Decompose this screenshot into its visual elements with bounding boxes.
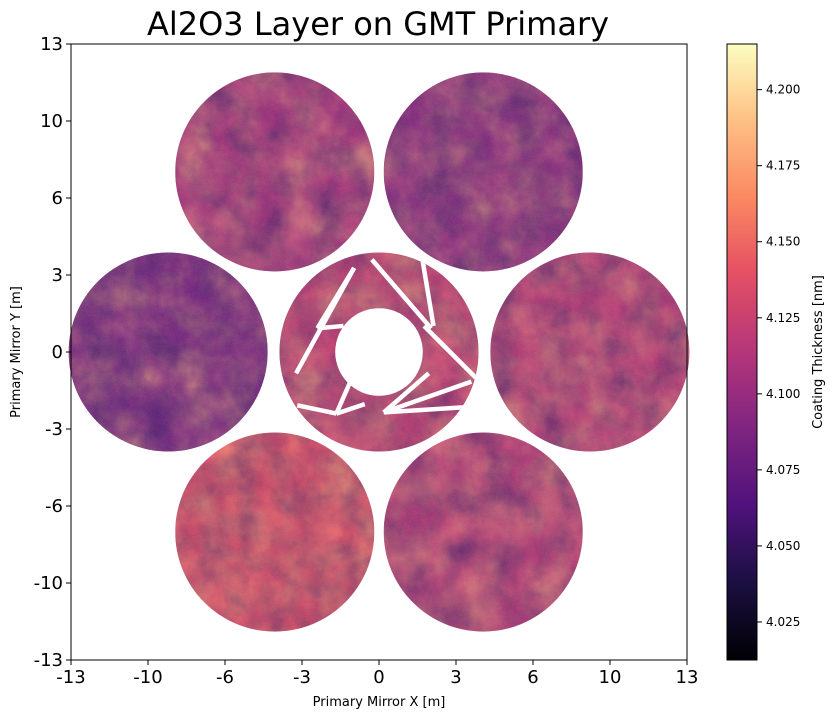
y-axis-ticks: -13 -10 -6 -3 0 3 6 10 13	[34, 34, 71, 671]
y-tick-label: 0	[52, 342, 63, 363]
x-tick-label: 13	[676, 667, 699, 688]
colorbar-tick-label: 4.125	[766, 311, 800, 325]
segment-S6	[175, 72, 375, 272]
segment-S7	[383, 72, 583, 272]
x-tick-label: 0	[373, 667, 384, 688]
spider-gap	[419, 254, 436, 327]
y-tick-label: -3	[45, 419, 63, 440]
y-tick-label: 10	[40, 111, 63, 132]
y-tick-label: -10	[34, 573, 63, 594]
x-tick-label: -3	[293, 667, 311, 688]
spider-gap	[317, 323, 344, 331]
colorbar-tick-label: 4.200	[766, 83, 800, 97]
x-tick-label: -10	[133, 667, 162, 688]
colorbar-tick-label: 4.025	[766, 615, 800, 629]
segment-S4	[68, 252, 268, 452]
spider-gap	[382, 379, 473, 415]
x-tick-label: -6	[216, 667, 234, 688]
x-axis-label: Primary Mirror X [m]	[313, 695, 446, 710]
x-axis-ticks: -13 -10 -6 -3 0 3 6 10 13	[56, 660, 698, 688]
segment-S2	[175, 432, 375, 632]
y-axis-label: Primary Mirror Y [m]	[9, 286, 24, 418]
y-tick-label: 3	[52, 265, 63, 286]
spider-gap	[315, 266, 357, 330]
x-tick-label: 6	[527, 667, 538, 688]
spider-gap	[334, 374, 355, 415]
spider-gap	[422, 324, 479, 383]
colorbar-gradient	[726, 43, 758, 661]
x-tick-label: 10	[599, 667, 622, 688]
segment-S1	[279, 252, 479, 452]
segment-S3	[383, 432, 583, 632]
colorbar-tick-label: 4.175	[766, 159, 800, 173]
colorbar-label: Coating Thickness [nm]	[811, 275, 826, 429]
colorbar-tick-label: 4.100	[766, 387, 800, 401]
plot-area	[68, 72, 690, 632]
colorbar-ticks: 4.025 4.050 4.075 4.100 4.125 4.150 4.175 4.200	[757, 83, 800, 629]
spider-gap	[335, 401, 366, 416]
spider-gap	[382, 371, 431, 415]
colorbar-tick-label: 4.075	[766, 463, 800, 477]
x-tick-label: 3	[450, 667, 461, 688]
y-tick-label: -13	[34, 650, 63, 671]
colorbar-tick-label: 4.150	[766, 235, 800, 249]
chart-title: Al2O3 Layer on GMT Primary	[147, 5, 609, 43]
y-tick-label: 6	[52, 188, 63, 209]
y-tick-label: 13	[40, 34, 63, 55]
x-tick-label: -13	[56, 667, 85, 688]
colorbar: 4.025 4.050 4.075 4.100 4.125 4.150 4.175 4.200…	[726, 43, 826, 661]
segment-S5	[490, 252, 690, 452]
colorbar-tick-label: 4.050	[766, 539, 800, 553]
central-obscuration	[335, 308, 423, 396]
spider-gap	[296, 403, 337, 416]
y-tick-label: -6	[45, 496, 63, 517]
spider-gap	[370, 258, 433, 330]
axes: -13 -10 -6 -3 0 3 6 10 13 -13 -10 -6 -3 0 3 6 10 13 Prim…	[9, 34, 698, 710]
